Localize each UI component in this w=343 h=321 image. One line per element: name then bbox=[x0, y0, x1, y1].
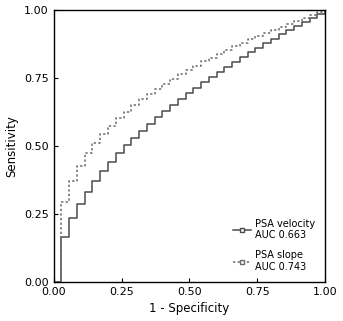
X-axis label: 1 - Specificity: 1 - Specificity bbox=[149, 302, 229, 316]
Legend: PSA velocity
AUC 0.663, PSA slope
AUC 0.743: PSA velocity AUC 0.663, PSA slope AUC 0.… bbox=[233, 219, 315, 272]
Y-axis label: Sensitivity: Sensitivity bbox=[5, 115, 19, 177]
